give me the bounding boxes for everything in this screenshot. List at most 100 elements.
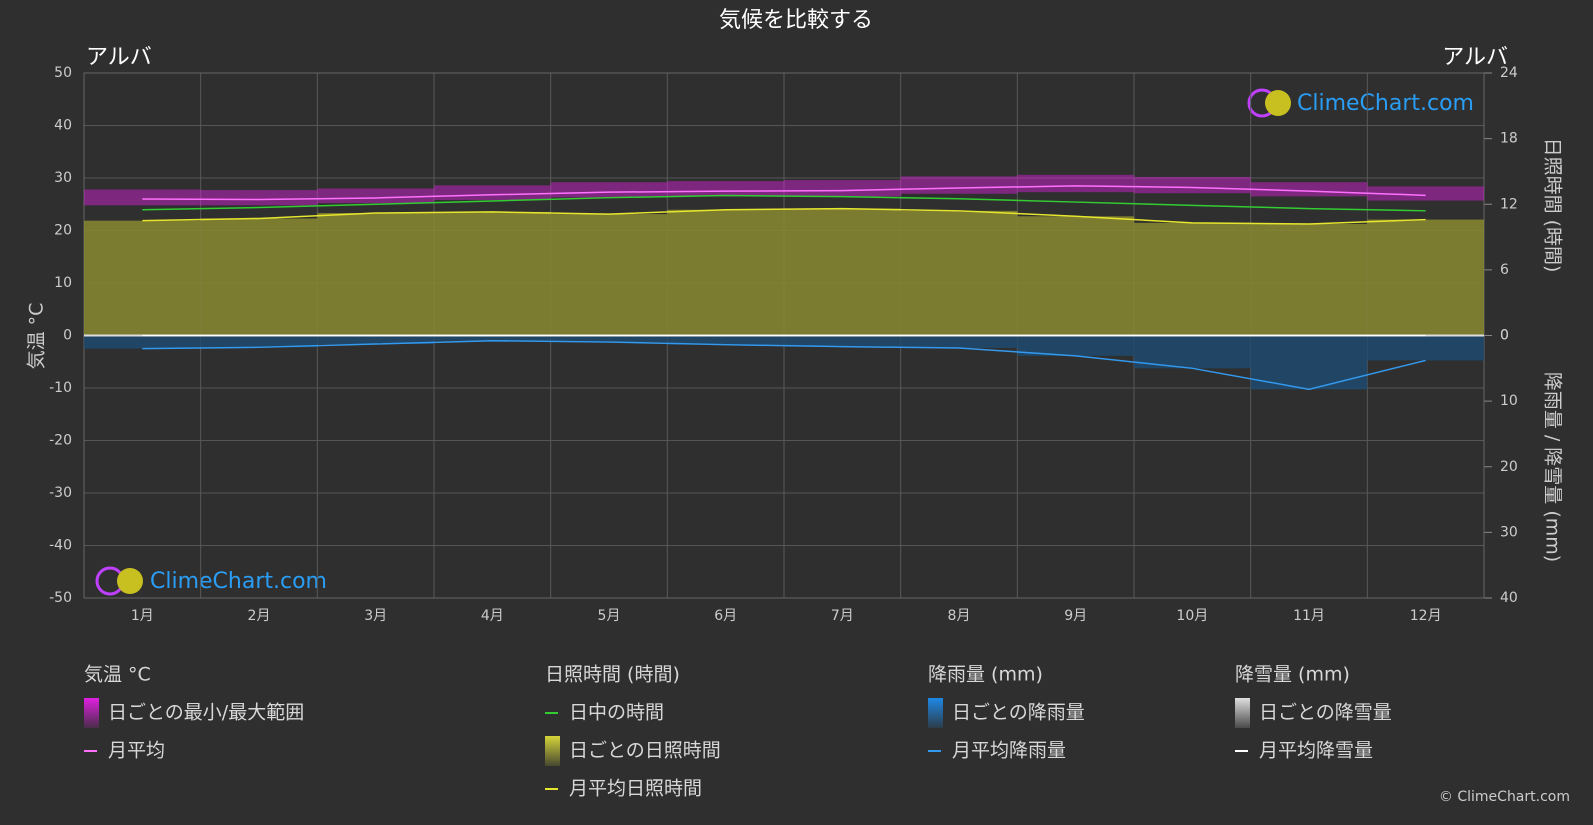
location-left: アルバ bbox=[86, 45, 152, 70]
series-line bbox=[142, 194, 1426, 212]
area-bar bbox=[784, 335, 901, 347]
legend-title: 日照時間 (時間) bbox=[545, 664, 680, 686]
y3-axis-label: 降雨量 / 降雪量 (mm) bbox=[1542, 372, 1564, 562]
logo-sun bbox=[1265, 90, 1291, 116]
logo-sun bbox=[117, 568, 143, 594]
area-bar bbox=[317, 213, 434, 336]
y3-tick-label: 40 bbox=[1500, 590, 1518, 606]
x-tick-label: 11月 bbox=[1293, 608, 1325, 624]
area-bar bbox=[200, 218, 318, 336]
area-bar bbox=[1367, 219, 1484, 336]
area-bar bbox=[84, 335, 201, 349]
range-band bbox=[317, 188, 434, 204]
legend-label: 日ごとの日照時間 bbox=[569, 740, 721, 762]
legend-label: 日ごとの降雨量 bbox=[952, 702, 1085, 724]
legend-title: 気温 °C bbox=[84, 664, 151, 686]
y-tick-label: -10 bbox=[49, 380, 72, 396]
area-bar bbox=[317, 335, 434, 345]
legend-label: 月平均 bbox=[108, 740, 165, 762]
area-bar bbox=[900, 210, 1018, 336]
x-tick-label: 12月 bbox=[1410, 608, 1442, 624]
area-bar bbox=[1017, 216, 1134, 336]
area-bar bbox=[667, 335, 784, 345]
x-tick-label: 5月 bbox=[598, 608, 621, 624]
range-band bbox=[1367, 186, 1484, 201]
area-bar bbox=[434, 211, 551, 336]
range-band bbox=[1017, 174, 1134, 193]
y3-tick-label: 10 bbox=[1500, 393, 1518, 409]
series-line bbox=[142, 207, 1426, 225]
legend-swatch bbox=[84, 698, 99, 728]
y2-tick-label: 24 bbox=[1500, 65, 1518, 81]
location-right: アルバ bbox=[1442, 45, 1508, 70]
legend-label: 月平均日照時間 bbox=[569, 778, 702, 800]
area-bar bbox=[1367, 335, 1484, 361]
x-tick-label: 10月 bbox=[1176, 608, 1208, 624]
legend-title: 降雨量 (mm) bbox=[928, 664, 1043, 686]
legend-label: 日ごとの降雪量 bbox=[1259, 702, 1392, 724]
y2-tick-label: 12 bbox=[1500, 196, 1518, 212]
x-tick-label: 1月 bbox=[131, 608, 154, 624]
y2-tick-label: 6 bbox=[1500, 262, 1509, 278]
y-tick-label: 30 bbox=[54, 170, 72, 186]
range-band bbox=[900, 176, 1018, 194]
y2-tick-label: 18 bbox=[1500, 131, 1518, 147]
y-tick-label: -30 bbox=[49, 485, 72, 501]
x-tick-label: 7月 bbox=[831, 608, 854, 624]
x-tick-label: 3月 bbox=[364, 608, 387, 624]
legend-swatch bbox=[1235, 698, 1250, 728]
range-band bbox=[667, 181, 784, 197]
area-bar bbox=[1134, 335, 1251, 369]
x-tick-label: 8月 bbox=[948, 608, 971, 624]
area-bar bbox=[434, 335, 551, 341]
range-band bbox=[84, 189, 201, 206]
x-tick-label: 6月 bbox=[714, 608, 737, 624]
legend-title: 降雪量 (mm) bbox=[1235, 664, 1350, 686]
y-tick-label: -40 bbox=[49, 538, 72, 554]
y-tick-label: 0 bbox=[63, 328, 72, 344]
copyright: © ClimeChart.com bbox=[1439, 789, 1570, 805]
series-line bbox=[142, 339, 1426, 391]
x-tick-label: 4月 bbox=[481, 608, 504, 624]
logo-bottom: ClimeChart.com bbox=[95, 566, 327, 596]
legend-label: 日ごとの最小/最大範囲 bbox=[108, 702, 304, 724]
legend-label: 日中の時間 bbox=[569, 702, 664, 724]
y-tick-label: -50 bbox=[49, 590, 72, 606]
area-bar bbox=[200, 335, 318, 348]
range-band bbox=[200, 190, 318, 206]
area-bar bbox=[1017, 335, 1134, 356]
y-tick-label: 20 bbox=[54, 223, 72, 239]
area-bar bbox=[550, 214, 668, 336]
area-bar bbox=[784, 208, 901, 336]
area-bar bbox=[550, 335, 668, 343]
legend-swatch bbox=[545, 736, 560, 766]
y3-tick-label: 0 bbox=[1500, 328, 1509, 344]
y2-axis-label: 日照時間 (時間) bbox=[1542, 138, 1564, 273]
range-band bbox=[550, 182, 668, 198]
y-tick-label: 40 bbox=[54, 118, 72, 134]
area-bar bbox=[1250, 223, 1368, 336]
x-tick-label: 2月 bbox=[248, 608, 271, 624]
area-bar bbox=[900, 335, 1018, 348]
y3-tick-label: 30 bbox=[1500, 524, 1518, 540]
y2-tick-label: 0 bbox=[1500, 328, 1509, 344]
range-band bbox=[784, 180, 901, 197]
legend-label: 月平均降雨量 bbox=[952, 740, 1066, 762]
area-bar bbox=[667, 209, 784, 336]
logo-text: ClimeChart.com bbox=[150, 569, 327, 594]
logo-top: ClimeChart.com bbox=[1247, 88, 1474, 118]
legend-label: 月平均降雪量 bbox=[1259, 740, 1373, 762]
area-bar bbox=[84, 220, 201, 336]
logo-text: ClimeChart.com bbox=[1297, 91, 1474, 116]
area-bar bbox=[1134, 222, 1251, 336]
range-band bbox=[434, 185, 551, 201]
y-axis-label: 気温 °C bbox=[26, 303, 48, 370]
legend-swatch bbox=[928, 698, 943, 728]
chart-title: 気候を比較する bbox=[719, 8, 873, 33]
x-tick-label: 9月 bbox=[1064, 608, 1087, 624]
y-tick-label: 50 bbox=[54, 65, 72, 81]
series-line bbox=[142, 185, 1426, 201]
y-tick-label: 10 bbox=[54, 275, 72, 291]
y-tick-label: -20 bbox=[49, 433, 72, 449]
